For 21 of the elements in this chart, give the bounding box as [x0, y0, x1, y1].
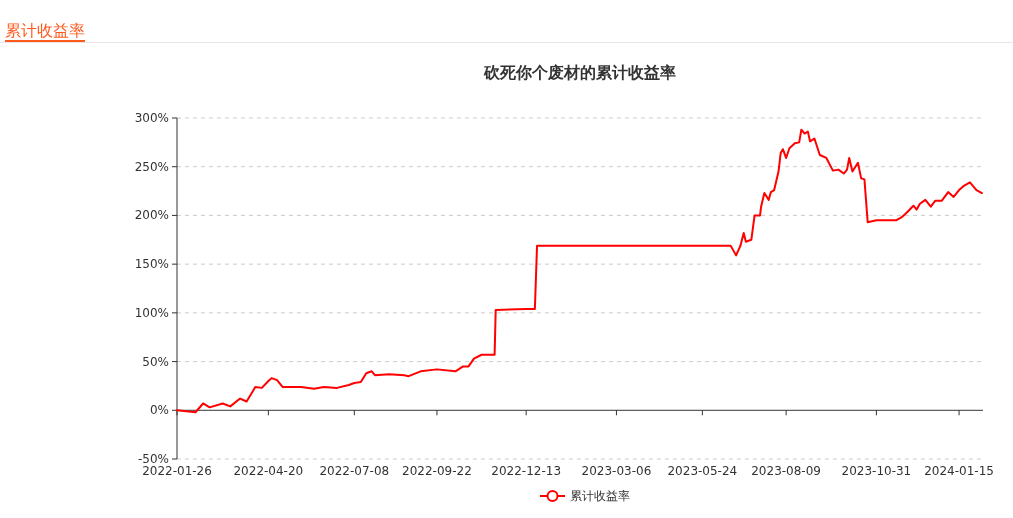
x-tick-label: 2022-09-22: [402, 464, 472, 478]
x-tick-label: 2023-03-06: [581, 464, 652, 478]
y-tick-label: 100%: [134, 305, 169, 320]
chart-title: 砍死你个废材的累计收益率: [483, 63, 676, 82]
y-tick-label: 250%: [134, 159, 169, 174]
legend-label: 累计收益率: [570, 489, 630, 503]
x-tick-label: 2023-10-31: [841, 464, 912, 478]
x-tick-label: 2024-01-15: [924, 464, 994, 478]
x-tick-label: 2022-04-20: [233, 464, 304, 478]
y-tick-label: 0%: [149, 403, 169, 418]
y-tick-label: 50%: [142, 354, 169, 369]
y-tick-label: -50%: [137, 452, 169, 466]
x-tick-label: 2022-07-08: [319, 464, 390, 478]
x-tick-label: 2023-05-24: [667, 464, 738, 478]
text: 累计收益率: [5, 21, 85, 40]
y-tick-label: 300%: [134, 111, 169, 125]
x-tick-label: 2023-08-09: [751, 464, 821, 478]
y-tick-label: 150%: [134, 257, 169, 272]
x-tick-label: 2022-12-13: [491, 464, 562, 478]
x-tick-label: 2022-01-26: [142, 464, 212, 478]
y-tick-label: 200%: [134, 208, 169, 223]
